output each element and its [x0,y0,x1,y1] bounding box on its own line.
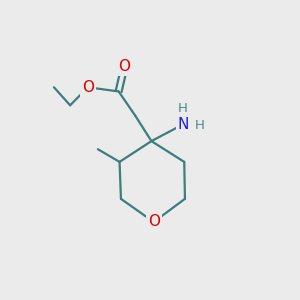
Text: O: O [82,80,94,95]
Text: N: N [178,117,189,132]
Text: H: H [195,119,204,132]
Text: H: H [178,102,188,115]
Text: O: O [148,214,160,230]
Text: O: O [118,59,130,74]
